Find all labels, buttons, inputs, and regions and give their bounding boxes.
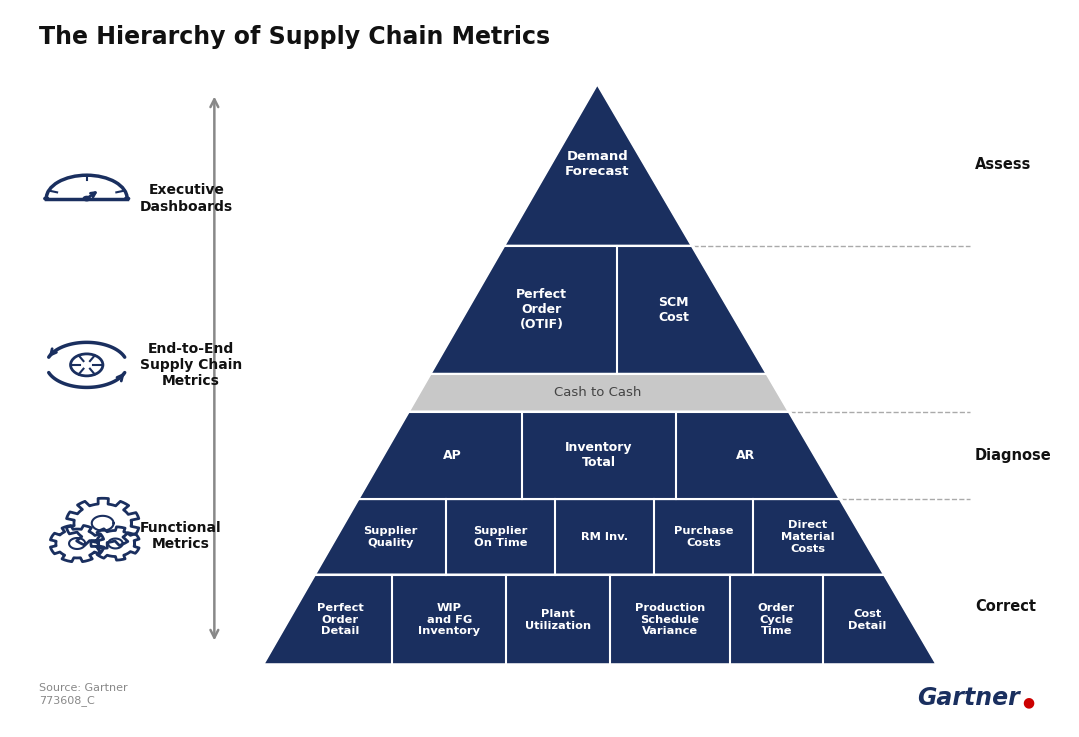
Polygon shape [262, 575, 938, 665]
Text: ●: ● [1023, 696, 1035, 710]
Text: Cost
Detail: Cost Detail [848, 609, 886, 631]
Text: Diagnose: Diagnose [974, 448, 1052, 463]
Text: Assess: Assess [974, 157, 1032, 172]
Text: Source: Gartner
773608_C: Source: Gartner 773608_C [39, 683, 127, 705]
Text: Functional
Metrics: Functional Metrics [140, 521, 221, 551]
Text: Supplier
On Time: Supplier On Time [474, 526, 528, 548]
Text: Demand
Forecast: Demand Forecast [565, 150, 629, 178]
Text: Plant
Utilization: Plant Utilization [525, 609, 591, 631]
Text: The Hierarchy of Supply Chain Metrics: The Hierarchy of Supply Chain Metrics [39, 25, 550, 49]
Text: RM Inv.: RM Inv. [582, 532, 628, 542]
Text: AR: AR [736, 449, 755, 462]
Text: Order
Cycle
Time: Order Cycle Time [757, 604, 795, 637]
Text: Executive
Dashboards: Executive Dashboards [140, 184, 233, 214]
Polygon shape [504, 83, 693, 246]
Text: Purchase
Costs: Purchase Costs [674, 526, 734, 548]
Circle shape [124, 196, 131, 200]
Polygon shape [429, 246, 767, 374]
Circle shape [43, 196, 50, 200]
Text: SCM
Cost: SCM Cost [658, 296, 689, 324]
Text: Gartner: Gartner [917, 686, 1020, 710]
Text: Production
Schedule
Variance: Production Schedule Variance [634, 604, 705, 637]
Text: Correct: Correct [974, 599, 1036, 614]
Text: Supplier
Quality: Supplier Quality [364, 526, 418, 548]
Text: Inventory
Total: Inventory Total [565, 441, 632, 469]
Circle shape [82, 196, 91, 201]
Polygon shape [314, 499, 885, 575]
Text: Cash to Cash: Cash to Cash [554, 386, 641, 399]
Text: Perfect
Order
Detail: Perfect Order Detail [317, 604, 364, 637]
Text: Direct
Material
Costs: Direct Material Costs [781, 520, 835, 553]
Polygon shape [358, 412, 841, 499]
Text: WIP
and FG
Inventory: WIP and FG Inventory [419, 604, 480, 637]
Text: Perfect
Order
(OTIF): Perfect Order (OTIF) [517, 288, 568, 332]
Polygon shape [408, 374, 790, 412]
Text: End-to-End
Supply Chain
Metrics: End-to-End Supply Chain Metrics [140, 342, 242, 388]
Text: AP: AP [443, 449, 462, 462]
